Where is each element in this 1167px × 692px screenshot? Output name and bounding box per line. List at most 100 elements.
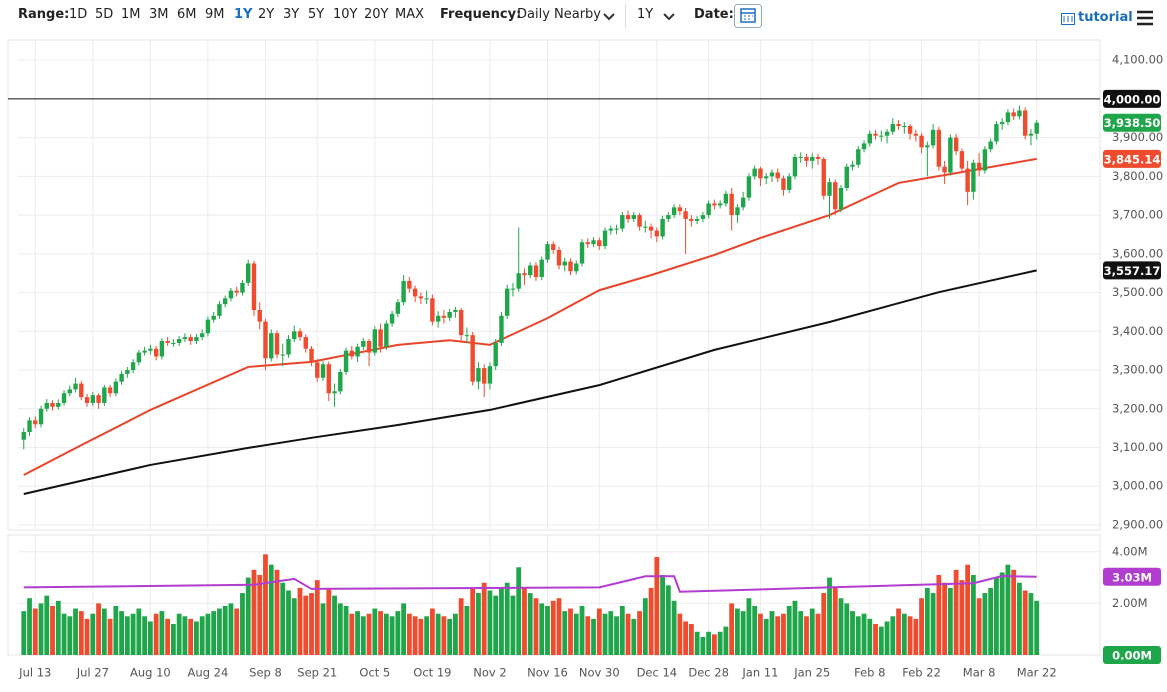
- frequency-select[interactable]: Daily Nearby: [517, 7, 602, 22]
- candle-body: [763, 176, 769, 179]
- candle-body: [729, 193, 734, 216]
- candle-body: [907, 125, 913, 134]
- volume-bar: [343, 605, 349, 655]
- value-marker-label: 0.00M: [1112, 649, 1152, 663]
- volume-bar: [694, 631, 700, 655]
- range-button[interactable]: 9M: [205, 7, 225, 22]
- candle-body: [361, 340, 366, 347]
- candle-body: [712, 203, 717, 206]
- y-tick-label: 3,200.00: [1112, 401, 1163, 415]
- tutorial-link[interactable]: tutorial: [1078, 10, 1133, 25]
- range-button[interactable]: 1D: [69, 7, 88, 22]
- volume-bar: [637, 611, 642, 655]
- candle-body: [551, 244, 556, 250]
- candle-body: [338, 371, 343, 392]
- candle-body: [1005, 112, 1011, 123]
- x-tick-label: Jul 13: [18, 666, 51, 680]
- volume-bar: [165, 618, 171, 655]
- volume-bar: [671, 600, 677, 655]
- candle-body: [366, 340, 372, 353]
- candle-body: [815, 156, 821, 159]
- volume-bar: [660, 575, 665, 655]
- x-tick-label: Jan 25: [793, 666, 830, 680]
- moving-average-line: [23, 157, 1037, 476]
- candle-body: [810, 156, 815, 161]
- range-button[interactable]: 20Y: [364, 7, 389, 22]
- candle-body: [833, 182, 838, 210]
- candle-body: [355, 346, 360, 357]
- range-button[interactable]: MAX: [395, 7, 425, 22]
- volume-bar: [596, 608, 602, 655]
- candle-body: [303, 337, 308, 349]
- x-tick-label: Jan 11: [741, 666, 778, 680]
- candle-body: [378, 329, 383, 347]
- volume-bar: [890, 616, 896, 655]
- candle-body: [925, 145, 930, 148]
- volume-bar: [263, 554, 268, 655]
- range-button[interactable]: 1M: [121, 7, 141, 22]
- volume-bar: [1017, 582, 1022, 655]
- calendar-button[interactable]: [734, 4, 762, 28]
- candle-body: [879, 135, 884, 137]
- candle-body: [67, 389, 72, 394]
- volume-bar: [746, 598, 752, 655]
- volume-bar: [602, 613, 608, 655]
- range-button[interactable]: 3M: [149, 7, 169, 22]
- x-tick-label: Sep 21: [297, 666, 337, 680]
- volume-bar: [383, 613, 389, 655]
- candle-body: [430, 298, 435, 322]
- range-button[interactable]: 5D: [95, 7, 114, 22]
- candle-body: [401, 280, 406, 303]
- candle-body: [395, 302, 401, 314]
- candle-body: [222, 298, 228, 305]
- candle-body: [435, 315, 441, 322]
- x-tick-label: Aug 10: [130, 666, 171, 680]
- range-button[interactable]: 2Y: [258, 7, 275, 22]
- candle-body: [257, 309, 262, 322]
- volume-bar: [309, 593, 314, 655]
- candle-body: [746, 176, 752, 198]
- candle-body: [165, 340, 170, 343]
- range-button[interactable]: 1Y: [234, 7, 253, 22]
- range-button[interactable]: 3Y: [283, 7, 300, 22]
- volume-bar: [706, 631, 712, 655]
- candle-body: [936, 129, 942, 167]
- volume-bar: [406, 613, 412, 655]
- date-label: Date:: [694, 7, 734, 22]
- candle-body: [292, 331, 297, 340]
- volume-bar: [124, 616, 130, 655]
- period-select[interactable]: 1Y: [637, 7, 654, 22]
- volume-bar: [153, 613, 159, 655]
- volume-bar: [792, 600, 798, 655]
- candle-body: [418, 296, 424, 299]
- volume-bar: [539, 603, 545, 655]
- x-tick-label: Nov 30: [579, 666, 620, 680]
- candle-body: [798, 156, 803, 158]
- volume-bar: [21, 611, 27, 655]
- volume-bar: [182, 616, 188, 655]
- candle-body: [643, 226, 648, 228]
- candle-body: [884, 131, 890, 136]
- volume-bar: [769, 611, 775, 655]
- candle-body: [176, 339, 182, 343]
- candle-body: [343, 350, 349, 372]
- candle-body: [326, 364, 331, 394]
- volume-bar: [982, 593, 988, 655]
- range-button[interactable]: 5Y: [308, 7, 325, 22]
- volume-bar: [775, 616, 781, 655]
- candle-body: [953, 137, 959, 152]
- volume-bar: [930, 593, 936, 655]
- volume-bar: [320, 603, 326, 655]
- menu-button[interactable]: [1136, 10, 1154, 26]
- candle-body: [79, 383, 84, 398]
- candle-body: [205, 319, 211, 334]
- volume-bar: [740, 611, 746, 655]
- candle-body: [999, 122, 1005, 125]
- range-button[interactable]: 10Y: [333, 7, 358, 22]
- candle-body: [1028, 133, 1034, 136]
- range-button[interactable]: 6M: [177, 7, 197, 22]
- volume-bar: [418, 618, 424, 655]
- x-tick-label: Feb 8: [854, 666, 885, 680]
- x-tick-label: Dec 28: [688, 666, 729, 680]
